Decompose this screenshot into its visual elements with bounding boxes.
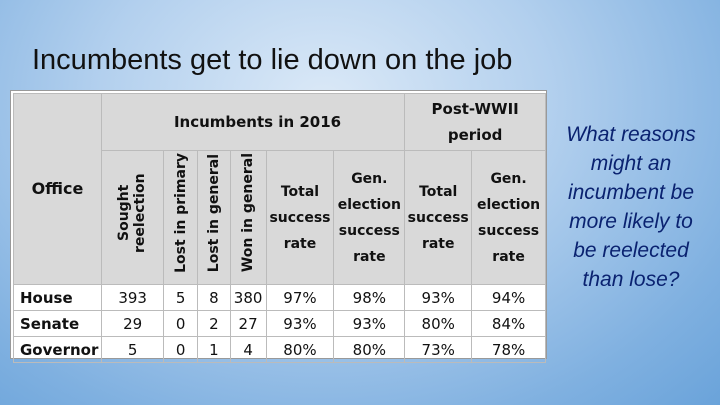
column-header: Total success rate — [407, 183, 469, 252]
column-header-row: Sought reelection Lost in primary Lost in … — [14, 150, 546, 285]
table-row: Senate 29 0 2 27 93% 93% 80% 84% — [13, 310, 546, 337]
table-cell: 73% — [404, 336, 473, 363]
data-table: Office Incumbents in 2016 Post-WWII period… — [13, 93, 546, 363]
column-header: Lost in general — [205, 153, 222, 273]
table-cell: 393 — [100, 284, 165, 311]
table-cell: 0 — [163, 310, 198, 337]
table-cell: 80% — [265, 336, 335, 363]
table-cell: 8 — [197, 284, 231, 311]
column-header: Sought reelection — [115, 173, 148, 253]
row-label: Governor — [13, 336, 102, 363]
column-header-cell: Sought reelection — [100, 150, 165, 285]
table-cell: 78% — [471, 336, 546, 363]
row-label: House — [13, 284, 102, 311]
column-header: Gen. election success rate — [476, 170, 541, 265]
column-header: Total success rate — [269, 183, 331, 252]
table-cell: 93% — [404, 284, 473, 311]
table-cell: 2 — [197, 310, 231, 337]
table-cell: 98% — [333, 284, 406, 311]
column-header-cell: Total success rate — [404, 150, 473, 285]
question: What reasons might an incumbent be more … — [566, 123, 696, 291]
table-cell: 93% — [265, 310, 335, 337]
table-cell: 93% — [333, 310, 406, 337]
table-cell: 0 — [163, 336, 198, 363]
table-cell: 84% — [471, 310, 546, 337]
column-header: Lost in primary — [172, 153, 189, 273]
column-header: Won in general — [240, 153, 257, 273]
column-header-cell: Gen. election success rate — [333, 150, 406, 285]
table-cell: 5 — [163, 284, 198, 311]
column-header: Office — [13, 93, 102, 285]
table-cell: 29 — [100, 310, 165, 337]
table-row: House 393 5 8 380 97% 98% 93% 94% — [13, 284, 546, 311]
column-header-cell: Won in general — [229, 150, 267, 285]
table-cell: 4 — [229, 336, 267, 363]
table-frame: Office Incumbents in 2016 Post-WWII period… — [10, 90, 547, 363]
table-cell: 97% — [265, 284, 335, 311]
table-cell: 5 — [100, 336, 165, 363]
table-cell: 80% — [333, 336, 406, 363]
table-cell: 27 — [229, 310, 267, 337]
row-label: Senate — [13, 310, 102, 337]
column-header-cell: Total success rate — [265, 150, 335, 285]
column-header: Gen. election success rate — [337, 170, 401, 265]
table-cell: 1 — [197, 336, 231, 363]
slide-title: Incumbents get to lie down on the job — [32, 44, 513, 76]
group-header: Incumbents in 2016 — [100, 93, 406, 151]
column-header-cell: Lost in primary — [163, 150, 198, 285]
group-header: Post-WWII period — [404, 93, 546, 151]
column-header-cell: Gen. election success rate — [471, 150, 546, 285]
table-cell: 94% — [471, 284, 546, 311]
table-cell: 380 — [229, 284, 267, 311]
group-header-row: Office Incumbents in 2016 Post-WWII period — [13, 93, 546, 285]
column-header-cell: Lost in general — [197, 150, 231, 285]
table-cell: 80% — [404, 310, 473, 337]
table-row: Governor 5 0 1 4 80% 80% 73% 78% — [13, 336, 546, 363]
